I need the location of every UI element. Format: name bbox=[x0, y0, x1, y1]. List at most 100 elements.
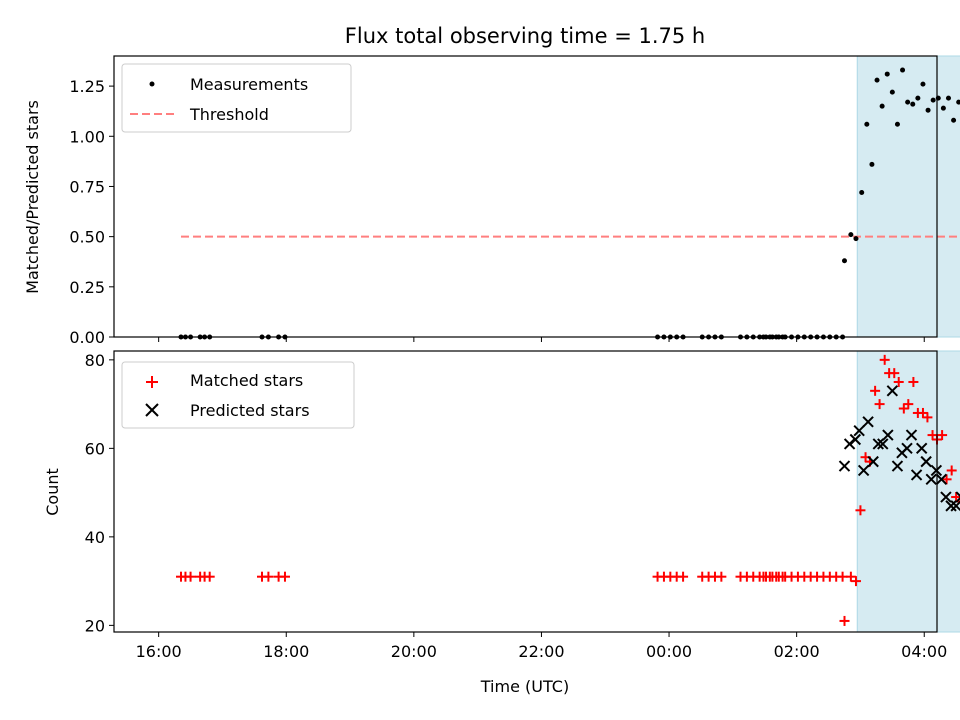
matched-star-point bbox=[927, 430, 938, 441]
matched-star-point bbox=[845, 571, 856, 582]
matched-star-point bbox=[855, 505, 866, 516]
top-y-axis-label: Matched/Predicted stars bbox=[23, 100, 42, 294]
matched-star-point bbox=[937, 430, 948, 441]
matched-star-point bbox=[716, 571, 727, 582]
predicted-star-point bbox=[925, 473, 937, 486]
measurement-point bbox=[874, 77, 880, 83]
xtick-label: 00:00 bbox=[646, 642, 692, 661]
predicted-star-point bbox=[905, 429, 918, 441]
matched-star-point bbox=[941, 474, 952, 485]
matched-star-point bbox=[263, 571, 274, 582]
highlight-span bbox=[856, 350, 960, 633]
matched-star-point bbox=[903, 399, 914, 410]
predicted-star-point bbox=[891, 460, 904, 472]
legend-predicted-marker bbox=[145, 403, 159, 417]
measurement-point bbox=[864, 121, 870, 127]
predicted-star-point bbox=[920, 455, 932, 468]
predicted-star-point bbox=[915, 442, 928, 455]
chart-title: Flux total observing time = 1.75 h bbox=[345, 24, 705, 48]
measurement-point bbox=[841, 258, 847, 264]
predicted-star-point bbox=[867, 455, 879, 468]
top-ytick-label: 0.25 bbox=[69, 278, 105, 297]
matched-star-point bbox=[870, 385, 881, 396]
top-ytick-label: 0.50 bbox=[69, 228, 105, 247]
xtick-label: 04:00 bbox=[901, 642, 947, 661]
measurement-point bbox=[945, 95, 951, 101]
matched-star-point bbox=[279, 571, 290, 582]
matched-star-point bbox=[874, 399, 885, 410]
measurement-point bbox=[889, 89, 895, 95]
top-legend: Measurements Threshold bbox=[121, 63, 352, 133]
top-ytick-label: 0.75 bbox=[69, 177, 105, 196]
bottom-ytick-label: 80 bbox=[85, 351, 105, 370]
predicted-star-point bbox=[940, 491, 952, 503]
top-ytick-label: 0.00 bbox=[69, 328, 105, 347]
bottom-legend: Matched stars Predicted stars bbox=[121, 361, 355, 429]
x-axis-label: Time (UTC) bbox=[480, 677, 569, 696]
top-legend-frame bbox=[121, 63, 352, 133]
predicted-star-point bbox=[910, 469, 923, 481]
matched-star-point bbox=[185, 571, 196, 582]
matched-star-point bbox=[908, 376, 919, 387]
measurement-point bbox=[930, 97, 936, 103]
predicted-star-point bbox=[901, 442, 913, 455]
predicted-star-point bbox=[930, 464, 943, 477]
legend-matched-marker bbox=[146, 376, 158, 388]
measurement-point bbox=[879, 103, 885, 109]
top-plot-frame bbox=[113, 55, 938, 338]
matched-star-point bbox=[922, 412, 933, 423]
matched-star-point bbox=[204, 571, 215, 582]
predicted-star-point bbox=[872, 438, 885, 450]
predicted-star-point bbox=[853, 424, 865, 437]
measurement-point bbox=[920, 81, 926, 87]
matched-star-point bbox=[951, 492, 960, 503]
predicted-star-point bbox=[945, 500, 957, 512]
bottom-plot-frame bbox=[113, 350, 938, 633]
bottom-ytick-label: 20 bbox=[85, 616, 105, 635]
predicted-star-point bbox=[838, 460, 851, 472]
matched-star-point bbox=[893, 376, 904, 387]
predicted-star-point bbox=[955, 491, 960, 503]
matched-star-point bbox=[850, 576, 861, 587]
bottom-panel: 20 40 60 80 16:00 18:00 20:00 22:00 00:00 02:00 0… bbox=[43, 350, 960, 696]
measurement-point bbox=[853, 236, 859, 242]
predicted-star-point bbox=[950, 500, 960, 512]
legend-threshold-label: Threshold bbox=[189, 105, 269, 124]
measurement-point bbox=[905, 99, 911, 105]
top-panel: 0.00 0.25 0.50 0.75 1.00 1.25 Flux total obse… bbox=[23, 24, 960, 347]
bottom-legend-frame bbox=[121, 361, 355, 429]
legend-measurements-label: Measurements bbox=[190, 75, 308, 94]
matched-star-point bbox=[889, 368, 900, 379]
measurement-point bbox=[859, 189, 865, 195]
matched-star-point bbox=[678, 571, 689, 582]
measurement-point bbox=[940, 105, 946, 111]
matched-star-point bbox=[898, 403, 909, 414]
bottom-ytick-label: 60 bbox=[85, 439, 105, 458]
xtick-label: 18:00 bbox=[263, 642, 309, 661]
bottom-y-axis-label: Count bbox=[43, 468, 62, 516]
xtick-label: 20:00 bbox=[391, 642, 437, 661]
xtick-label: 16:00 bbox=[136, 642, 182, 661]
measurement-point bbox=[956, 99, 960, 105]
predicted-star-point bbox=[849, 433, 862, 446]
predicted-star-point bbox=[857, 464, 870, 477]
measurement-point bbox=[910, 101, 916, 107]
measurement-point bbox=[869, 161, 875, 167]
matched-star-point bbox=[917, 407, 928, 418]
predicted-star-point bbox=[882, 429, 894, 441]
predicted-star-point bbox=[877, 438, 889, 450]
predicted-star-point bbox=[886, 385, 899, 397]
bottom-ytick-label: 40 bbox=[85, 528, 105, 547]
measurement-point bbox=[915, 95, 921, 101]
matched-star-point bbox=[879, 354, 890, 365]
legend-measurements-marker bbox=[149, 81, 155, 87]
highlight-span bbox=[856, 55, 960, 338]
legend-matched-label: Matched stars bbox=[190, 371, 303, 390]
measurement-point bbox=[951, 117, 957, 123]
xtick-label: 22:00 bbox=[518, 642, 564, 661]
matched-star-point bbox=[946, 465, 957, 476]
measurement-point bbox=[925, 107, 931, 113]
xtick-label: 02:00 bbox=[774, 642, 820, 661]
